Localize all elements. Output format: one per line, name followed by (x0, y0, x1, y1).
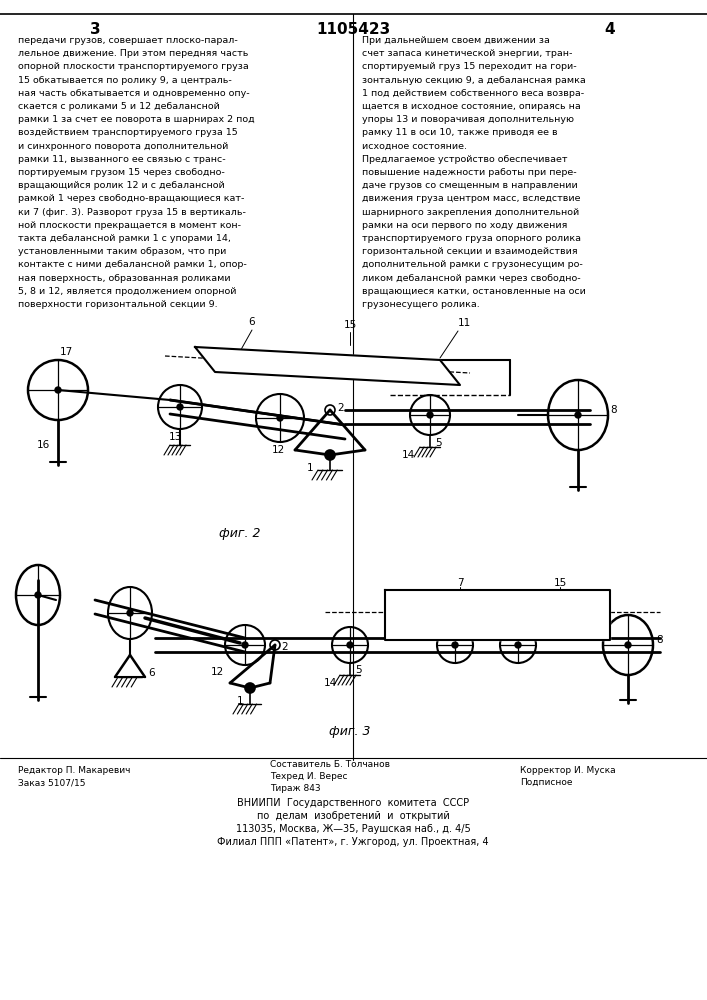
Circle shape (35, 592, 41, 598)
Text: 3: 3 (90, 22, 100, 37)
Text: 6: 6 (249, 317, 255, 327)
Text: ной плоскости прекращается в момент кон-: ной плоскости прекращается в момент кон- (18, 221, 241, 230)
Text: 14: 14 (402, 450, 414, 460)
Text: лельное движение. При этом передняя часть: лельное движение. При этом передняя част… (18, 49, 248, 58)
Text: воздействием транспортируемого груза 15: воздействием транспортируемого груза 15 (18, 128, 238, 137)
Circle shape (452, 642, 458, 648)
Circle shape (347, 642, 353, 648)
Text: и синхронного поворота дополнительной: и синхронного поворота дополнительной (18, 142, 228, 151)
Text: 1: 1 (307, 463, 313, 473)
Text: транспортируемого груза опорного ролика: транспортируемого груза опорного ролика (362, 234, 581, 243)
Text: дополнительной рамки с грузонесущим ро-: дополнительной рамки с грузонесущим ро- (362, 260, 583, 269)
Text: скается с роликами 5 и 12 дебалансной: скается с роликами 5 и 12 дебалансной (18, 102, 220, 111)
Text: 11: 11 (395, 598, 408, 608)
Circle shape (325, 450, 335, 460)
Text: портируемым грузом 15 через свободно-: портируемым грузом 15 через свободно- (18, 168, 225, 177)
Text: 4: 4 (604, 22, 615, 37)
Text: 2: 2 (337, 403, 344, 413)
Circle shape (55, 387, 61, 393)
Text: горизонтальной секции и взаимодействия: горизонтальной секции и взаимодействия (362, 247, 578, 256)
Circle shape (575, 412, 581, 418)
Text: 8: 8 (610, 405, 617, 415)
Text: 6: 6 (148, 668, 155, 678)
Text: 113035, Москва, Ж—35, Раушская наб., д. 4/5: 113035, Москва, Ж—35, Раушская наб., д. … (235, 824, 470, 834)
Text: Составитель Б. Толчанов: Составитель Б. Толчанов (270, 760, 390, 769)
Circle shape (625, 642, 631, 648)
Text: ная часть обкатывается и одновременно опу-: ная часть обкатывается и одновременно оп… (18, 89, 250, 98)
Text: рамки на оси первого по ходу движения: рамки на оси первого по ходу движения (362, 221, 568, 230)
Text: 8: 8 (656, 635, 662, 645)
Circle shape (127, 610, 133, 616)
Text: такта дебалансной рамки 1 с упорами 14,: такта дебалансной рамки 1 с упорами 14, (18, 234, 231, 243)
Text: ки 7 (фиг. 3). Разворот груза 15 в вертикаль-: ки 7 (фиг. 3). Разворот груза 15 в верти… (18, 208, 246, 217)
Text: вращающийся ролик 12 и с дебалансной: вращающийся ролик 12 и с дебалансной (18, 181, 225, 190)
Text: 15 обкатывается по ролику 9, а централь-: 15 обкатывается по ролику 9, а централь- (18, 76, 232, 85)
Circle shape (277, 415, 283, 421)
Text: 5: 5 (355, 665, 361, 675)
Text: установленными таким образом, что при: установленными таким образом, что при (18, 247, 226, 256)
Circle shape (242, 642, 248, 648)
Text: 15: 15 (344, 320, 356, 330)
Text: 1: 1 (237, 696, 243, 706)
Text: Техред И. Верес: Техред И. Верес (270, 772, 348, 781)
Text: рамки 1 за счет ее поворота в шарнирах 2 под: рамки 1 за счет ее поворота в шарнирах 2… (18, 115, 255, 124)
Text: 7: 7 (457, 578, 463, 588)
Text: передачи грузов, совершает плоско-парал-: передачи грузов, совершает плоско-парал- (18, 36, 238, 45)
Text: фиг. 2: фиг. 2 (219, 527, 261, 540)
Text: поверхности горизонтальной секции 9.: поверхности горизонтальной секции 9. (18, 300, 218, 309)
Text: 13: 13 (168, 432, 182, 442)
Polygon shape (195, 347, 460, 385)
Text: Подписное: Подписное (520, 778, 573, 787)
Text: 5, 8 и 12, является продолжением опорной: 5, 8 и 12, является продолжением опорной (18, 287, 237, 296)
Text: 5: 5 (435, 438, 442, 448)
Text: Корректор И. Муска: Корректор И. Муска (520, 766, 616, 775)
Text: грузонесущего ролика.: грузонесущего ролика. (362, 300, 480, 309)
Circle shape (427, 412, 433, 418)
Text: по  делам  изобретений  и  открытий: по делам изобретений и открытий (257, 811, 450, 821)
Text: Филиал ППП «Патент», г. Ужгород, ул. Проектная, 4: Филиал ППП «Патент», г. Ужгород, ул. Про… (217, 837, 489, 847)
Text: Заказ 5107/15: Заказ 5107/15 (18, 778, 86, 787)
Text: повышение надежности работы при пере-: повышение надежности работы при пере- (362, 168, 577, 177)
Text: ная поверхность, образованная роликами: ная поверхность, образованная роликами (18, 274, 230, 283)
Text: зонтальную секцию 9, а дебалансная рамка: зонтальную секцию 9, а дебалансная рамка (362, 76, 586, 85)
Text: рамку 11 в оси 10, также приводя ее в: рамку 11 в оси 10, также приводя ее в (362, 128, 558, 137)
Text: 15: 15 (554, 578, 566, 588)
Circle shape (177, 404, 183, 410)
Polygon shape (385, 590, 610, 640)
Text: 1 под действием собственного веса возвра-: 1 под действием собственного веса возвра… (362, 89, 584, 98)
Text: Редактор П. Макаревич: Редактор П. Макаревич (18, 766, 130, 775)
Text: 16: 16 (37, 440, 50, 450)
Text: ВНИИПИ  Государственного  комитета  СССР: ВНИИПИ Государственного комитета СССР (237, 798, 469, 808)
Text: 1105423: 1105423 (316, 22, 390, 37)
Text: 17: 17 (60, 347, 74, 357)
Text: движения груза центром масс, вследствие: движения груза центром масс, вследствие (362, 194, 580, 203)
Text: Тираж 843: Тираж 843 (270, 784, 321, 793)
Text: 14: 14 (323, 678, 337, 688)
Text: щается в исходное состояние, опираясь на: щается в исходное состояние, опираясь на (362, 102, 580, 111)
Text: 12: 12 (271, 445, 285, 455)
Circle shape (245, 683, 255, 693)
Text: исходное состояние.: исходное состояние. (362, 142, 467, 151)
Circle shape (325, 405, 335, 415)
Text: 2: 2 (281, 642, 288, 652)
Text: вращающиеся катки, остановленные на оси: вращающиеся катки, остановленные на оси (362, 287, 586, 296)
Text: Предлагаемое устройство обеспечивает: Предлагаемое устройство обеспечивает (362, 155, 568, 164)
Text: даче грузов со смещенным в направлении: даче грузов со смещенным в направлении (362, 181, 578, 190)
Text: шарнирного закрепления дополнительной: шарнирного закрепления дополнительной (362, 208, 579, 217)
Text: При дальнейшем своем движении за: При дальнейшем своем движении за (362, 36, 550, 45)
Text: 11: 11 (458, 318, 472, 328)
Text: упоры 13 и поворачивая дополнительную: упоры 13 и поворачивая дополнительную (362, 115, 574, 124)
Text: счет запаса кинетической энергии, тран-: счет запаса кинетической энергии, тран- (362, 49, 573, 58)
Text: рамкой 1 через свободно-вращающиеся кат-: рамкой 1 через свободно-вращающиеся кат- (18, 194, 245, 203)
Text: ликом дебалансной рамки через свободно-: ликом дебалансной рамки через свободно- (362, 274, 580, 283)
Text: опорной плоскости транспортируемого груза: опорной плоскости транспортируемого груз… (18, 62, 249, 71)
Circle shape (515, 642, 521, 648)
Text: 12: 12 (211, 667, 223, 677)
Text: рамки 11, вызванного ее связью с транс-: рамки 11, вызванного ее связью с транс- (18, 155, 226, 164)
Text: спортируемый груз 15 переходит на гори-: спортируемый груз 15 переходит на гори- (362, 62, 577, 71)
Circle shape (270, 640, 280, 650)
Text: фиг. 3: фиг. 3 (329, 725, 370, 738)
Text: контакте с ними дебалансной рамки 1, опор-: контакте с ними дебалансной рамки 1, опо… (18, 260, 247, 269)
